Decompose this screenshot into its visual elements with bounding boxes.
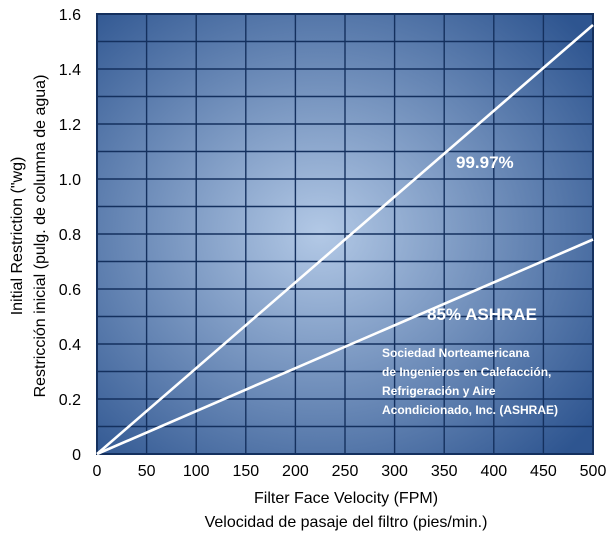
series-line-85-ashrae	[96, 238, 594, 456]
y-tick-label: 1.2	[59, 117, 81, 134]
note-line-1: Sociedad Norteamericana	[382, 346, 530, 360]
x-tick-label: 0	[93, 463, 102, 480]
series-label-85-ashrae: 85% ASHRAE	[427, 305, 537, 324]
series-label-99-97: 99.97%	[456, 153, 514, 172]
note-line-4: Acondicionado, Inc. (ASHRAE)	[382, 403, 558, 417]
y-tick-label: 1.0	[59, 172, 81, 189]
x-tick-label: 50	[138, 463, 156, 480]
y-tick-label: 0.8	[59, 227, 81, 244]
y-tick-label: 0	[72, 447, 81, 464]
x-tick-label: 150	[232, 463, 259, 480]
y-tick-label: 0.4	[59, 337, 81, 354]
y-axis-title-secondary: Restricción inicial (pulg. de columna de…	[32, 75, 49, 398]
x-tick-label: 100	[183, 463, 210, 480]
note-line-3: Refrigeración y Aire	[382, 384, 496, 398]
x-tick-label: 400	[480, 463, 507, 480]
y-axis-title: Initial Restriction ("wg)	[9, 157, 26, 316]
x-axis-title-secondary: Velocidad de pasaje del filtro (pies/min…	[205, 514, 488, 531]
x-tick-label: 250	[332, 463, 359, 480]
y-tick-label: 0.6	[59, 282, 81, 299]
plot-frame	[96, 13, 594, 455]
y-tick-label: 1.6	[59, 7, 81, 24]
y-tick-label: 0.2	[59, 392, 81, 409]
series-layer	[96, 24, 594, 456]
tick-labels: 0 50 100 150 200 250 300 350 400 450 500 0 0.2 0.4 0.6…	[59, 7, 607, 480]
x-tick-label: 350	[431, 463, 458, 480]
series-line-99-97	[96, 24, 594, 455]
note-line-2: de Ingenieros en Calefacción,	[382, 365, 551, 379]
x-tick-label: 450	[530, 463, 557, 480]
x-tick-label: 300	[381, 463, 408, 480]
y-tick-label: 1.4	[59, 62, 81, 79]
x-axis-title: Filter Face Velocity (FPM)	[254, 490, 438, 507]
x-tick-label: 500	[580, 463, 607, 480]
x-tick-label: 200	[282, 463, 309, 480]
ashrae-note: Sociedad Norteamericana de Ingenieros en…	[382, 346, 558, 417]
